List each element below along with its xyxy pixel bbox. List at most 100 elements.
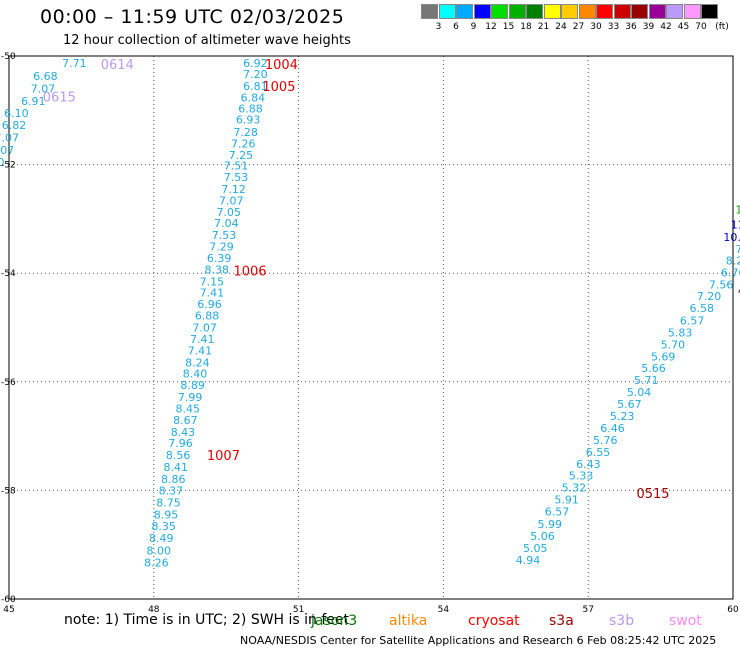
legend-label: 42 [660, 22, 672, 32]
wave-height-label: 8.89 [180, 379, 205, 392]
wave-height-label: 6.80 [0, 156, 5, 169]
wave-height-label: 6.88 [195, 310, 220, 323]
wave-height-label: 8.67 [173, 414, 198, 427]
axis-labels: 45 48 51 54 57 60 -50 -52 -54 -56 -58 -60 [1, 52, 739, 615]
legend-swatch [648, 4, 666, 19]
wave-height-label: 7.25 [229, 149, 254, 162]
lon-tick-label: 51 [293, 605, 304, 615]
legend-swatch [631, 4, 648, 19]
legend-label: 9 [470, 22, 477, 32]
wave-height-label: 7.07 [219, 194, 244, 207]
wave-height-label: 8.95 [154, 508, 179, 521]
wave-height-label: 5.70 [661, 338, 686, 351]
satellite-altika: altika [389, 613, 428, 629]
wave-height-label: 8.24 [185, 356, 210, 369]
legend-swatch [421, 4, 438, 19]
lon-tick-label: 45 [3, 605, 14, 615]
legend-label: 70 [695, 22, 707, 32]
pass-time-label: 0615 [43, 91, 76, 106]
wave-height-label: 7.04 [214, 217, 239, 230]
legend-label: 33 [607, 22, 620, 32]
graticule [8, 55, 734, 600]
legend-label: 18 [520, 22, 532, 32]
pass-time-label: 1007 [207, 449, 240, 464]
lon-tick-label: 60 [727, 605, 739, 615]
wave-height-label: 5.83 [668, 326, 693, 339]
wave-height-label: 7.26 [231, 137, 256, 150]
wave-height-tracks: 7.716.687.076.916.106.827.077.076.807.36… [0, 57, 740, 570]
wave-height-label: 7.51 [224, 160, 249, 173]
lon-tick-label: 48 [148, 605, 160, 615]
wave-height-label: 6.76 [721, 267, 740, 280]
wave-height-label: 6.93 [236, 114, 261, 127]
wave-height-label: 6.10 [4, 107, 29, 120]
wave-height-label: 5.67 [617, 398, 642, 411]
satellite-s3a: s3a [549, 613, 574, 629]
satellite-cryosat: cryosat [468, 613, 520, 629]
track: 7.716.687.076.916.106.827.077.076.807.36… [0, 57, 87, 169]
lat-tick-label: -56 [1, 378, 16, 388]
wave-height-label: 7.15 [200, 275, 225, 288]
wave-height-label: 7.12 [221, 183, 246, 196]
wave-height-label: 6.91 [21, 95, 46, 108]
wave-height-label: 6.82 [2, 119, 27, 132]
wave-height-label: 5.66 [641, 362, 666, 375]
wave-height-label: 10.0 [723, 231, 740, 244]
wave-height-label: 7.20 [697, 290, 722, 303]
legend-label: 39 [642, 22, 655, 32]
wave-height-label: 8.35 [151, 520, 176, 533]
wave-height-label: 4.94 [516, 554, 541, 567]
legend-label: 6 [453, 22, 459, 32]
map-subtitle: 12 hour collection of altimeter wave hei… [63, 33, 351, 48]
wave-height-label: 6.88 [238, 103, 263, 116]
legend-swatch [438, 4, 456, 19]
wave-height-label: 11 [731, 218, 740, 231]
lon-tick-label: 57 [582, 605, 593, 615]
satellite-jason3: jason3 [311, 613, 358, 629]
wave-height-label: 6.57 [680, 314, 705, 327]
legend-label: 36 [625, 22, 637, 32]
wave-height-label: 8.37 [159, 484, 184, 497]
wave-height-label: 5.69 [651, 350, 676, 363]
legend-swatch [596, 4, 613, 19]
legend-label: 24 [555, 22, 567, 32]
wave-height-label: 5.04 [627, 386, 652, 399]
wave-height-label: 8.40 [183, 368, 208, 381]
lon-tick-label: 54 [438, 605, 450, 615]
wave-height-label: 6.39 [207, 252, 232, 265]
footer-note: note: 1) Time is in UTC; 2) SWH is in fe… [64, 612, 350, 628]
legend-swatch [666, 4, 683, 19]
legend-label: 3 [435, 22, 442, 32]
wave-height-label: 7.41 [190, 333, 215, 346]
wave-height-label: 7.41 [200, 287, 225, 300]
wave-height-label: 8.38 [204, 263, 229, 276]
legend-label: 15 [502, 22, 515, 32]
wave-height-label: 5.05 [523, 542, 548, 555]
legend-swatch [543, 4, 561, 19]
wave-height-label: 7.07 [192, 322, 217, 335]
wave-height-label: 7.05 [217, 206, 242, 219]
legend-unit: (ft) [715, 22, 729, 32]
satellite-s3b: s3b [609, 613, 635, 629]
wave-height-label: 7.53 [224, 171, 249, 184]
lat-tick-label: -60 [1, 595, 16, 605]
legend-swatch [683, 4, 701, 19]
wave-height-label: 8.86 [161, 473, 186, 486]
wave-height-label: 7.56 [709, 279, 734, 292]
lat-tick-label: -50 [1, 52, 16, 62]
wave-height-label: 8.00 [147, 545, 172, 558]
lat-tick-label: -54 [1, 269, 16, 279]
wave-height-label: 7.41 [188, 344, 213, 357]
wave-height-label: 7.29 [209, 241, 234, 254]
wave-height-label: 6.68 [33, 70, 58, 83]
legend-swatch [491, 4, 508, 19]
legend-swatch [508, 4, 526, 19]
wave-height-label: 6.81 [243, 80, 267, 93]
pass-time-label: 1005 [262, 80, 295, 95]
wave-height-label: 5.71 [634, 374, 659, 387]
wave-height-label: 7.07 [0, 131, 19, 144]
legend-swatch [456, 4, 473, 19]
wave-height-label: 7.20 [243, 68, 267, 81]
wave-height-label: 5.23 [610, 410, 635, 423]
